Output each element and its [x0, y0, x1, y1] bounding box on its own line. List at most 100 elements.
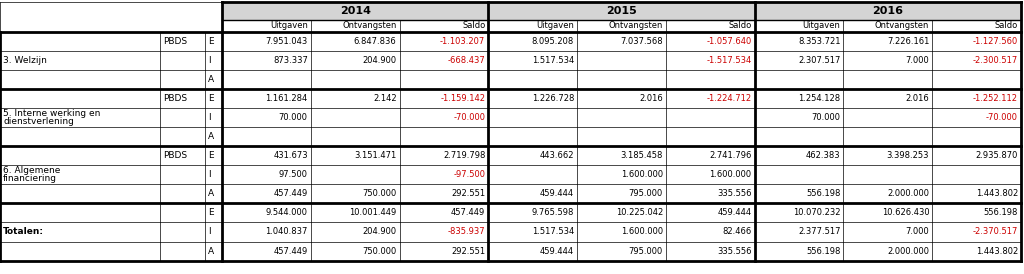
Text: E: E — [208, 37, 214, 46]
Bar — [0, 2, 222, 20]
Text: 335.556: 335.556 — [717, 189, 752, 198]
Text: 459.444: 459.444 — [540, 247, 574, 256]
Text: Ontvangsten: Ontvangsten — [874, 21, 929, 30]
Text: 8.353.721: 8.353.721 — [798, 37, 841, 46]
Text: 7.037.568: 7.037.568 — [621, 37, 663, 46]
Text: -668.437: -668.437 — [447, 56, 485, 65]
Text: Saldo: Saldo — [728, 21, 752, 30]
Bar — [160, 32, 205, 89]
Text: 97.500: 97.500 — [279, 170, 308, 179]
Text: -1.252.112: -1.252.112 — [973, 94, 1018, 103]
Text: A: A — [208, 75, 214, 84]
Bar — [932, 20, 1021, 32]
Text: -1.057.640: -1.057.640 — [707, 37, 752, 46]
Text: 1.600.000: 1.600.000 — [621, 170, 663, 179]
Bar — [205, 51, 222, 70]
Bar — [755, 20, 844, 32]
Text: 1.517.534: 1.517.534 — [531, 56, 574, 65]
Text: 1.254.128: 1.254.128 — [799, 94, 841, 103]
Text: -1.103.207: -1.103.207 — [440, 37, 485, 46]
Text: 6.847.836: 6.847.836 — [354, 37, 396, 46]
Text: 443.662: 443.662 — [540, 151, 574, 160]
Text: 3.151.471: 3.151.471 — [354, 151, 396, 160]
Bar — [0, 20, 222, 32]
Text: 1.443.802: 1.443.802 — [976, 247, 1018, 256]
Text: 70.000: 70.000 — [279, 113, 308, 122]
Bar — [488, 20, 578, 32]
Text: E: E — [208, 151, 214, 160]
Text: 1.600.000: 1.600.000 — [710, 170, 752, 179]
Text: 556.198: 556.198 — [806, 247, 841, 256]
Text: 2.142: 2.142 — [373, 94, 396, 103]
Bar — [755, 2, 1021, 20]
Text: 2016: 2016 — [872, 6, 903, 16]
Text: A: A — [208, 247, 214, 256]
Bar — [205, 70, 222, 89]
Text: 2014: 2014 — [340, 6, 371, 16]
Text: 1.517.534: 1.517.534 — [531, 227, 574, 236]
Bar — [160, 146, 205, 203]
Text: 2015: 2015 — [606, 6, 637, 16]
Bar — [844, 20, 932, 32]
Bar — [488, 2, 755, 20]
Text: -70.000: -70.000 — [454, 113, 485, 122]
Bar — [222, 20, 310, 32]
Text: -1.159.142: -1.159.142 — [440, 94, 485, 103]
Text: 9.765.598: 9.765.598 — [531, 208, 574, 217]
Bar — [0, 89, 160, 146]
Text: PBDS: PBDS — [163, 94, 187, 103]
Bar — [160, 89, 205, 146]
Text: 8.095.208: 8.095.208 — [531, 37, 574, 46]
Text: 2.307.517: 2.307.517 — [798, 56, 841, 65]
Text: E: E — [208, 94, 214, 103]
Bar — [205, 32, 222, 51]
Text: 292.551: 292.551 — [452, 189, 485, 198]
Text: 7.000: 7.000 — [905, 227, 929, 236]
Bar — [205, 222, 222, 242]
Text: 3.185.458: 3.185.458 — [621, 151, 663, 160]
Text: 204.900: 204.900 — [362, 56, 396, 65]
Text: 82.466: 82.466 — [722, 227, 752, 236]
Bar — [0, 203, 160, 261]
Bar — [205, 242, 222, 261]
Text: 556.198: 556.198 — [806, 189, 841, 198]
Text: -835.937: -835.937 — [447, 227, 485, 236]
Text: 1.600.000: 1.600.000 — [621, 227, 663, 236]
Text: I: I — [208, 56, 211, 65]
Text: 795.000: 795.000 — [629, 247, 663, 256]
Text: E: E — [208, 208, 214, 217]
Text: I: I — [208, 170, 211, 179]
Text: 2.741.796: 2.741.796 — [710, 151, 752, 160]
Bar — [578, 20, 666, 32]
Bar — [205, 203, 222, 222]
Text: 204.900: 204.900 — [362, 227, 396, 236]
Text: -2.300.517: -2.300.517 — [973, 56, 1018, 65]
Bar — [205, 108, 222, 127]
Text: 457.449: 457.449 — [273, 247, 308, 256]
Text: A: A — [208, 189, 214, 198]
Text: financiering: financiering — [3, 174, 57, 183]
Text: 2.016: 2.016 — [905, 94, 929, 103]
Text: Uitgaven: Uitgaven — [270, 21, 308, 30]
Bar — [399, 20, 488, 32]
Text: 10.070.232: 10.070.232 — [793, 208, 841, 217]
Text: 431.673: 431.673 — [273, 151, 308, 160]
Text: Saldo: Saldo — [462, 21, 485, 30]
Text: A: A — [208, 132, 214, 141]
Bar — [666, 20, 755, 32]
Text: PBDS: PBDS — [163, 37, 187, 46]
Text: Uitgaven: Uitgaven — [803, 21, 841, 30]
Bar — [205, 127, 222, 146]
Text: 10.626.430: 10.626.430 — [882, 208, 929, 217]
Text: 2.719.798: 2.719.798 — [443, 151, 485, 160]
Text: -97.500: -97.500 — [454, 170, 485, 179]
Text: -1.224.712: -1.224.712 — [707, 94, 752, 103]
Text: 335.556: 335.556 — [717, 247, 752, 256]
Text: I: I — [208, 227, 211, 236]
Bar — [205, 184, 222, 203]
Text: 795.000: 795.000 — [629, 189, 663, 198]
Bar — [0, 32, 160, 89]
Text: 9.544.000: 9.544.000 — [266, 208, 308, 217]
Bar — [205, 165, 222, 184]
Text: 1.443.802: 1.443.802 — [976, 189, 1018, 198]
